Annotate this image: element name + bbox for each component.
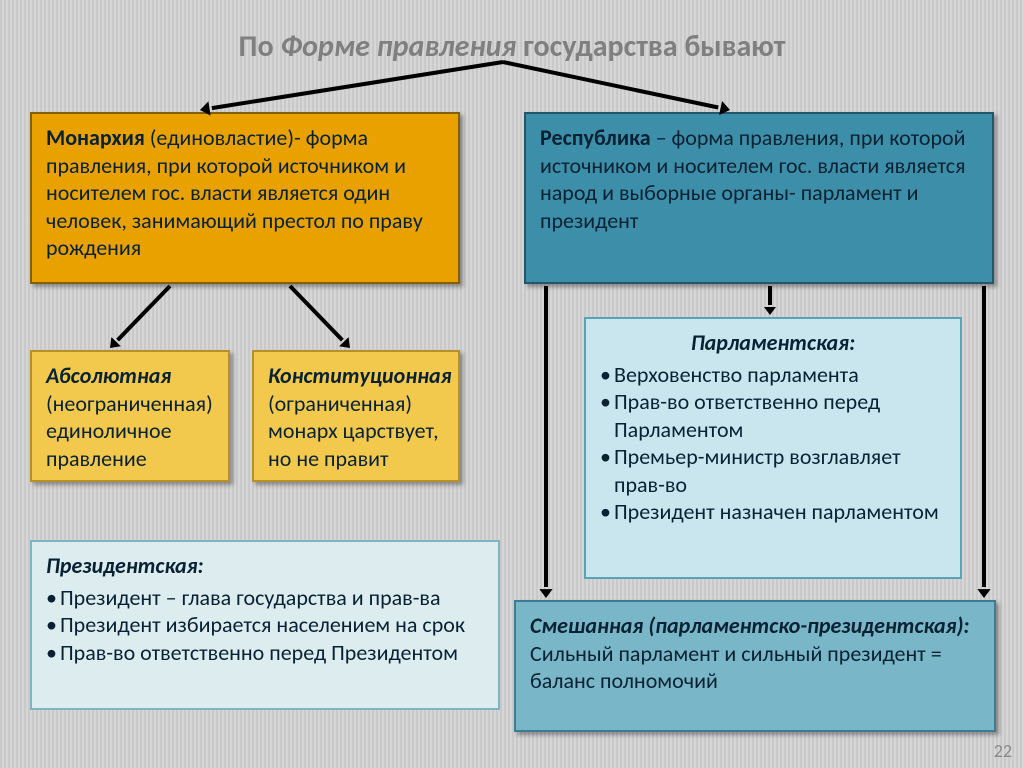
monarchy-box: Монархия (единовластие)- форма правления… bbox=[30, 112, 460, 284]
title-suffix: государства бывают bbox=[516, 28, 785, 65]
presidential-box: Президентская: Президент – глава государ… bbox=[30, 540, 500, 710]
constitutional-text: (ограниченная) монарх царствует, но не п… bbox=[268, 390, 439, 472]
constitutional-box: Конституционная (ограниченная) монарх ца… bbox=[252, 350, 460, 482]
mixed-term: Смешанная (парламентско-президентская): bbox=[530, 612, 970, 639]
absolute-text: (неограниченная) единоличное правление bbox=[46, 390, 213, 472]
absolute-term: Абсолютная bbox=[46, 362, 171, 389]
republic-box: Республика – форма правления, при которо… bbox=[524, 112, 994, 284]
absolute-box: Абсолютная (неограниченная) единоличное … bbox=[30, 350, 230, 482]
slide-title: По Форме правления государства бывают bbox=[0, 18, 1024, 76]
title-prefix: По bbox=[239, 28, 281, 65]
slide-stage: По Форме правления государства бывают Мо… bbox=[0, 0, 1024, 768]
parliamentary-list: Верховенство парламента Прав-во ответств… bbox=[600, 361, 946, 526]
republic-term: Республика bbox=[540, 124, 651, 151]
list-item: Премьер-министр возглавляет прав-во bbox=[600, 443, 946, 498]
constitutional-term: Конституционная bbox=[268, 362, 452, 389]
monarchy-term: Монархия bbox=[46, 124, 145, 151]
list-item: Президент избирается населением на срок bbox=[46, 611, 484, 639]
presidential-title: Президентская: bbox=[46, 552, 204, 579]
presidential-list: Президент – глава государства и прав-ва … bbox=[46, 584, 484, 667]
title-emphasis: Форме правления bbox=[280, 28, 516, 65]
parliamentary-title: Парламентская: bbox=[691, 329, 855, 356]
list-item: Прав-во ответственно перед Парламентом bbox=[600, 388, 946, 443]
list-item: Прав-во ответственно перед Президентом bbox=[46, 639, 484, 667]
list-item: Президент назначен парламентом bbox=[600, 498, 946, 526]
list-item: Президент – глава государства и прав-ва bbox=[46, 584, 484, 612]
list-item: Верховенство парламента bbox=[600, 361, 946, 389]
parliamentary-box: Парламентская: Верховенство парламента П… bbox=[584, 317, 962, 579]
mixed-box: Смешанная (парламентско-президентская): … bbox=[514, 600, 996, 732]
mixed-text: Сильный парламент и сильный президент = … bbox=[530, 640, 942, 695]
slide-number: 22 bbox=[994, 740, 1012, 762]
